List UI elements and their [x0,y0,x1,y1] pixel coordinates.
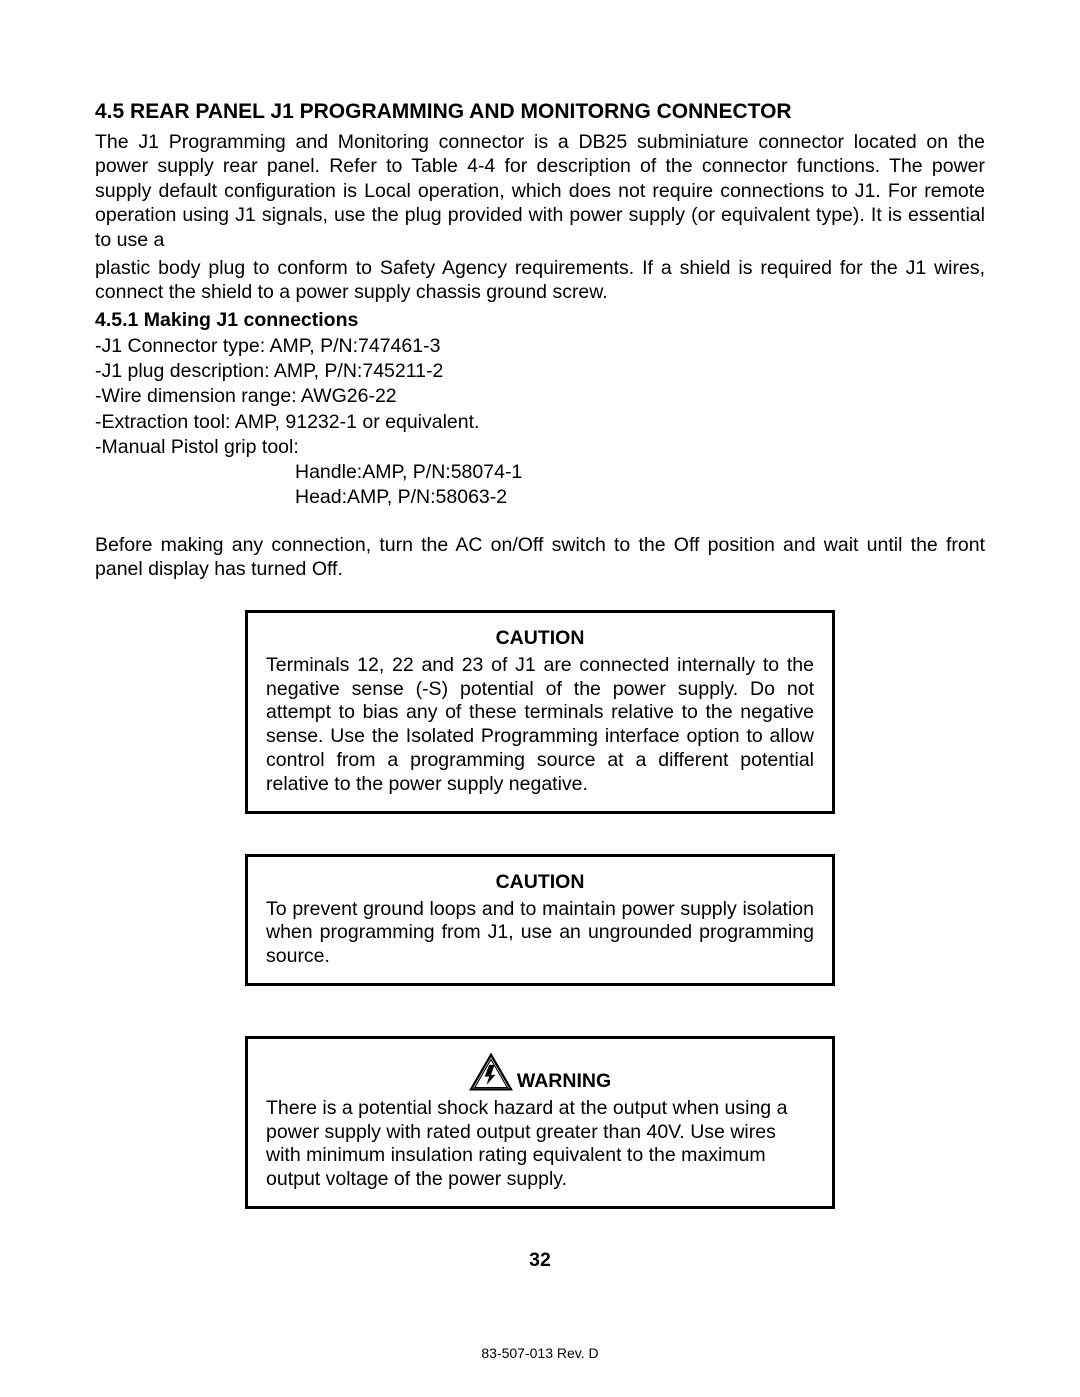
pre-caution-paragraph: Before making any connection, turn the A… [95,533,985,582]
footer-text: 83-507-013 Rev. D [0,1345,1080,1361]
indent-line-2: Head:AMP, P/N:58063-2 [295,485,985,509]
paragraph-1: The J1 Programming and Monitoring connec… [95,130,985,252]
warning-title: WARNING [517,1070,611,1093]
indent-line-1: Handle:AMP, P/N:58074-1 [295,460,985,484]
list-item-3: -Wire dimension range: AWG26-22 [95,384,985,409]
caution-1-title: CAUTION [266,627,814,650]
caution-1-body: Terminals 12, 22 and 23 of J1 are connec… [266,654,814,797]
list-item-5: -Manual Pistol grip tool: [95,435,985,460]
page-number: 32 [95,1249,985,1272]
paragraph-2: plastic body plug to conform to Safety A… [95,256,985,305]
list-item-2: -J1 plug description: AMP, P/N:745211-2 [95,359,985,384]
caution-box-1: CAUTION Terminals 12, 22 and 23 of J1 ar… [245,610,835,814]
warning-heading: WARNING [266,1053,814,1093]
subsection-heading: 4.5.1 Making J1 connections [95,309,985,332]
document-page: 4.5 REAR PANEL J1 PROGRAMMING AND MONITO… [0,0,1080,1332]
caution-2-title: CAUTION [266,871,814,894]
warning-box: WARNING There is a potential shock hazar… [245,1036,835,1209]
section-heading: 4.5 REAR PANEL J1 PROGRAMMING AND MONITO… [95,100,985,124]
list-item-1: -J1 Connector type: AMP, P/N:747461-3 [95,334,985,359]
hazard-icon [469,1053,513,1093]
list-item-4: -Extraction tool: AMP, 91232-1 or equiva… [95,410,985,435]
warning-body: There is a potential shock hazard at the… [266,1097,814,1192]
caution-2-body: To prevent ground loops and to maintain … [266,898,814,969]
caution-box-2: CAUTION To prevent ground loops and to m… [245,854,835,986]
